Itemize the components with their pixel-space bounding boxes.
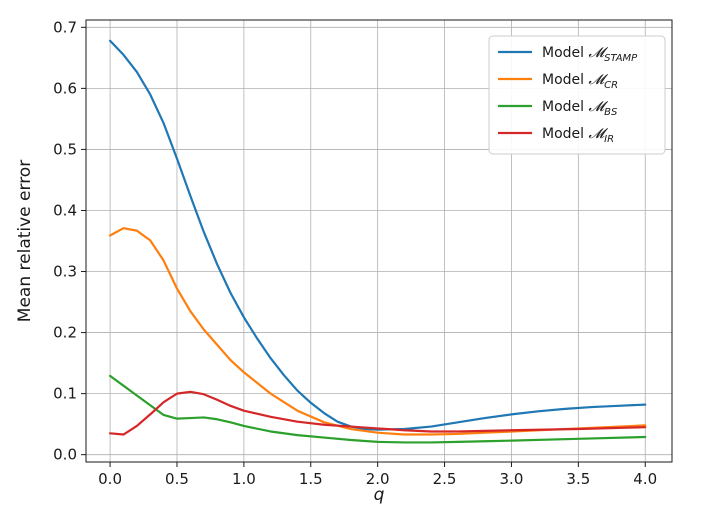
series-line-bs (108, 374, 647, 444)
y-tick-label: 0.2 (53, 324, 77, 342)
legend-subscript: CR (604, 80, 618, 91)
legend-prefix: Model (542, 126, 588, 142)
legend-prefix: Model (542, 45, 588, 61)
plot-frame (85, 19, 673, 463)
legend-model-symbol: 𝓜 (588, 99, 608, 115)
y-tick-label: 0.5 (53, 140, 77, 158)
legend-box (488, 35, 666, 155)
y-tick-label: 0.7 (53, 18, 77, 36)
legend-subscript: IR (604, 134, 614, 145)
axis-ticks: 0.0 0.5 1.0 1.5 2.0 2.5 3.0 3.5 4.0 0.0 0.1 0.2 0.3 0… (53, 18, 657, 488)
legend-entry: Model 𝓜IR (542, 126, 614, 145)
legend-entry: Model 𝓜STAMP (542, 45, 638, 64)
y-axis-label: Mean relative error (15, 160, 35, 322)
x-tick-label: 0.0 (98, 470, 122, 488)
series-line-stamp (108, 39, 647, 431)
series-line-ir (108, 390, 647, 436)
legend-entry: Model 𝓜BS (542, 99, 618, 118)
y-tick-label: 0.4 (53, 201, 77, 219)
x-tick-label: 3.5 (566, 470, 590, 488)
legend-subscript: STAMP (604, 53, 638, 64)
x-tick-label: 2.0 (366, 470, 390, 488)
legend-prefix: Model (542, 99, 588, 115)
series-line-cr (108, 227, 647, 436)
legend-subscript: BS (604, 107, 618, 118)
x-tick-label: 1.5 (299, 470, 323, 488)
x-tick-label: 0.5 (165, 470, 189, 488)
x-tick-label: 4.0 (633, 470, 657, 488)
legend-model-symbol: 𝓜 (588, 45, 608, 61)
x-tick-label: 3.0 (500, 470, 524, 488)
series-lines (108, 39, 647, 444)
y-tick-label: 0.1 (53, 385, 77, 403)
legend-entry: Model 𝓜CR (542, 72, 618, 91)
y-tick-label: 0.6 (53, 79, 77, 97)
y-tick-label: 0.3 (53, 263, 77, 281)
legend-model-symbol: 𝓜 (588, 72, 608, 88)
legend-model-symbol: 𝓜 (588, 126, 608, 142)
legend-prefix: Model (542, 72, 588, 88)
x-tick-label: 1.0 (232, 470, 256, 488)
x-axis-label: q (374, 485, 385, 505)
y-tick-label: 0.0 (53, 446, 77, 464)
x-tick-label: 2.5 (433, 470, 457, 488)
